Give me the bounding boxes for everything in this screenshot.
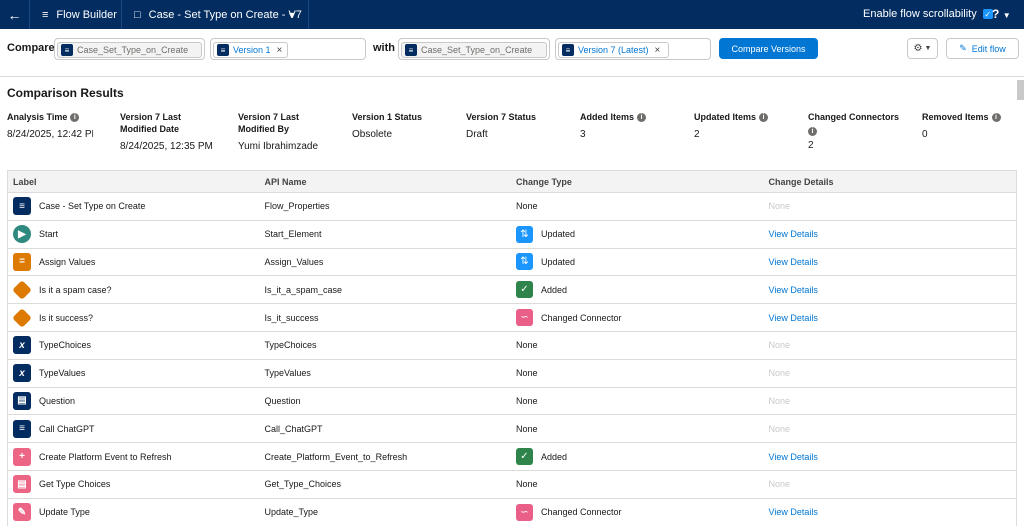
table-row: ≡ Call ChatGPT Call_ChatGPT None None <box>8 415 1016 444</box>
right-version-field[interactable]: ≡ Version 7 (Latest) × <box>555 38 711 60</box>
connector-icon: ∽ <box>516 503 533 521</box>
view-details-link[interactable]: View Details <box>768 451 818 462</box>
table-row: x TypeValues TypeValues None None <box>8 360 1016 388</box>
table-row: = Assign Values Assign_Values ⇅ Updated Vi… <box>8 249 1016 277</box>
header-label[interactable]: Label <box>13 176 37 187</box>
flow-title-tab[interactable]: □ Case - Set Type on Create - V7 ▼ <box>122 0 309 29</box>
stat-v7-modified-date: Version 7 Last Modified Date 8/24/2025, … <box>120 112 212 152</box>
create-records-icon: + <box>13 447 31 466</box>
app-name: Flow Builder <box>56 8 117 21</box>
table-row: ▶ Start Start_Element ⇅ Updated View Detai… <box>8 221 1016 249</box>
arrow-left-icon[interactable]: ← <box>0 0 30 29</box>
header-change-type[interactable]: Change Type <box>516 176 572 187</box>
with-label: with <box>373 42 395 54</box>
table-header: Label API Name Change Type Change Detail… <box>8 171 1016 193</box>
variable-icon: x <box>13 336 31 355</box>
comparison-table: Label API Name Change Type Change Detail… <box>7 170 1017 526</box>
action-icon: ≡ <box>13 419 31 438</box>
view-details-link[interactable]: View Details <box>768 284 818 295</box>
info-icon[interactable]: i <box>808 127 817 137</box>
table-row: ▤ Question Question None None <box>8 388 1016 416</box>
assignment-icon: = <box>13 252 31 271</box>
decision-icon <box>12 307 32 328</box>
flow-title: Case - Set Type on Create - V7 <box>148 8 302 21</box>
flow-builder-logo-icon: ≡ <box>42 8 49 21</box>
screen-icon: ▤ <box>13 391 31 410</box>
table-row: x TypeChoices TypeChoices None None <box>8 332 1016 360</box>
remove-icon[interactable]: × <box>276 44 283 56</box>
info-icon[interactable]: i <box>70 113 80 123</box>
compare-versions-button[interactable]: Compare Versions <box>719 38 818 59</box>
connector-icon: ∽ <box>516 309 533 327</box>
left-flow-pill: ≡ Case_Set_Type_on_Create <box>57 42 202 58</box>
info-icon[interactable]: i <box>759 113 769 123</box>
view-details-link[interactable]: View Details <box>768 312 818 323</box>
document-icon: □ <box>134 8 141 21</box>
scrollability-toggle[interactable]: Enable flow scrollability ✓ <box>863 8 993 20</box>
added-icon: ✓ <box>516 281 533 299</box>
gear-icon: ⚙ <box>913 43 923 54</box>
stat-added-items: Added Items i 3 <box>580 111 680 140</box>
stat-removed-items: Removed Items i 0 <box>922 111 1018 140</box>
decision-icon <box>12 279 32 300</box>
help-menu[interactable]: ? ▼ <box>992 7 1011 21</box>
table-row: ▤ Get Type Choices Get_Type_Choices None … <box>8 471 1016 499</box>
table-row: + Create Platform Event to Refresh Create… <box>8 443 1016 471</box>
get-records-icon: ▤ <box>13 475 31 494</box>
updated-icon: ⇅ <box>516 225 533 243</box>
view-details-link[interactable]: View Details <box>768 507 818 518</box>
compare-label: Compare <box>7 42 55 54</box>
flow-icon: ≡ <box>562 44 574 56</box>
table-row: Is it success? Is_it_success ∽ Changed Co… <box>8 304 1016 332</box>
flow-icon: ≡ <box>405 44 417 56</box>
stat-changed-connectors: Changed Connectors i 2 <box>808 112 900 152</box>
left-version-pill: ≡ Version 1 × <box>213 42 288 58</box>
scrollability-checkbox[interactable]: ✓ <box>982 9 993 19</box>
variable-icon: x <box>13 364 31 383</box>
update-records-icon: ✎ <box>13 503 31 522</box>
left-flow-field[interactable]: ≡ Case_Set_Type_on_Create <box>54 38 205 60</box>
compare-bar: Compare ≡ Case_Set_Type_on_Create ≡ Vers… <box>0 29 1024 77</box>
table-row: ≡ Case - Set Type on Create Flow_Properti… <box>8 193 1016 221</box>
left-version-field[interactable]: ≡ Version 1 × <box>210 38 366 60</box>
start-icon: ▶ <box>13 225 31 244</box>
settings-menu-button[interactable]: ⚙ ▼ <box>907 38 938 59</box>
stat-analysis-time: Analysis Time i 8/24/2025, 12:42 PM <box>7 112 93 140</box>
header-api-name[interactable]: API Name <box>264 176 307 187</box>
stat-v1-status: Version 1 Status Obsolete <box>352 112 423 140</box>
app-launcher: ≡ Flow Builder <box>30 0 122 29</box>
updated-icon: ⇅ <box>516 253 533 271</box>
added-icon: ✓ <box>516 448 533 466</box>
stat-v7-status: Version 7 Status Draft <box>466 112 537 140</box>
edit-flow-button[interactable]: ✎ Edit flow <box>946 38 1019 59</box>
chevron-down-icon[interactable]: ▼ <box>287 10 296 20</box>
results-title: Comparison Results <box>7 86 124 100</box>
view-details-link[interactable]: View Details <box>768 256 818 267</box>
right-flow-field[interactable]: ≡ Case_Set_Type_on_Create <box>398 38 550 60</box>
table-row: ✎ Update Type Update_Type ∽ Changed Connec… <box>8 499 1016 526</box>
table-row: Is it a spam case? Is_it_a_spam_case ✓ Ad… <box>8 276 1016 305</box>
scrollability-label: Enable flow scrollability <box>863 8 977 20</box>
view-details-link[interactable]: View Details <box>768 229 818 240</box>
header-change-details[interactable]: Change Details <box>768 176 834 187</box>
pencil-icon: ✎ <box>959 43 967 53</box>
remove-icon[interactable]: × <box>654 44 661 56</box>
right-version-pill: ≡ Version 7 (Latest) × <box>558 42 669 58</box>
right-flow-pill: ≡ Case_Set_Type_on_Create <box>401 42 547 58</box>
flow-icon: ≡ <box>13 197 31 216</box>
stat-updated-items: Updated Items i 2 <box>694 111 794 140</box>
info-icon[interactable]: i <box>637 113 647 123</box>
top-bar: ← ≡ Flow Builder □ Case - Set Type on Cr… <box>0 0 1024 29</box>
side-panel-handle[interactable] <box>1017 80 1024 100</box>
flow-icon: ≡ <box>217 44 229 56</box>
info-icon[interactable]: i <box>991 113 1001 123</box>
flow-icon: ≡ <box>61 44 73 56</box>
chevron-down-icon: ▼ <box>924 45 932 52</box>
chevron-down-icon: ▼ <box>1002 11 1011 20</box>
stat-v7-modified-by: Version 7 Last Modified By Yumi Ibrahimz… <box>238 112 319 152</box>
